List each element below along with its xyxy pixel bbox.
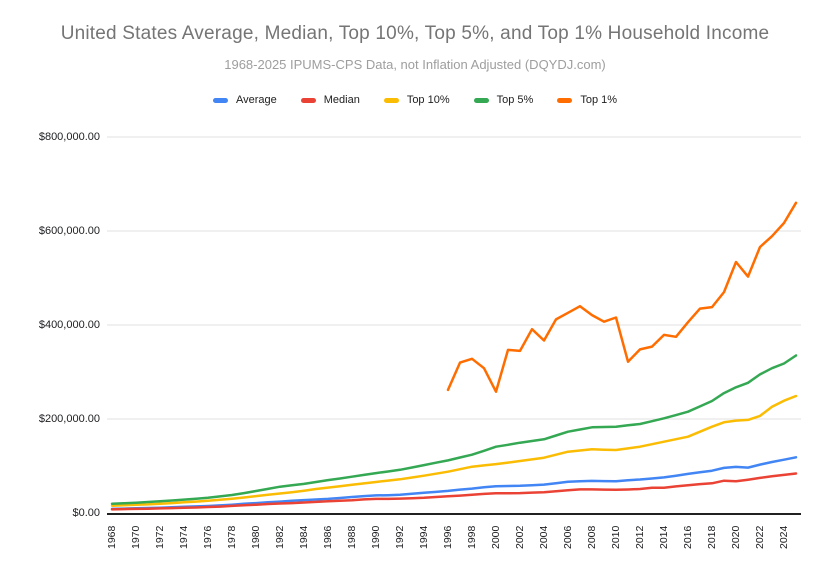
chart-legend: Average Median Top 10% Top 5% Top 1% xyxy=(0,94,830,106)
x-axis-label: 1994 xyxy=(418,525,430,549)
x-axis-label: 1988 xyxy=(346,525,358,549)
series-line-top-1 xyxy=(446,201,798,393)
x-axis-label: 1974 xyxy=(178,525,190,549)
y-axis-label: $200,000.00 xyxy=(38,412,100,425)
x-axis-label: 2008 xyxy=(586,525,598,549)
x-axis-label: 1972 xyxy=(154,525,166,549)
legend-label-median: Median xyxy=(323,94,360,106)
x-axis-label: 2004 xyxy=(538,525,550,549)
y-axis-label: $800,000.00 xyxy=(38,130,100,143)
legend-item-median: Median xyxy=(300,94,360,106)
legend-swatch-top-10-icon xyxy=(383,97,399,103)
x-axis-label: 1970 xyxy=(130,525,142,549)
x-axis-label: 1990 xyxy=(370,525,382,549)
x-axis-label: 1978 xyxy=(226,525,238,549)
legend-item-top-5: Top 5% xyxy=(473,94,534,106)
x-axis-label: 2018 xyxy=(706,525,718,549)
legend-label-top-5: Top 5% xyxy=(496,94,534,106)
x-axis-label: 2010 xyxy=(610,525,622,549)
series-line-top-10 xyxy=(110,394,798,507)
y-axis-label: $600,000.00 xyxy=(38,224,100,237)
legend-label-top-1: Top 1% xyxy=(580,94,618,106)
legend-swatch-median-icon xyxy=(300,97,316,103)
chart-title: United States Average, Median, Top 10%, … xyxy=(60,23,770,44)
x-axis-label: 2000 xyxy=(490,525,502,549)
x-axis-label: 1968 xyxy=(106,525,118,549)
legend-label-top-10: Top 10% xyxy=(406,94,450,106)
x-axis-label: 2024 xyxy=(778,525,790,549)
x-axis-label: 2014 xyxy=(658,525,670,549)
legend-swatch-top-1-icon xyxy=(557,97,573,103)
x-axis-label: 1998 xyxy=(466,525,478,549)
legend-swatch-top-5-icon xyxy=(473,97,489,103)
x-axis-label: 1996 xyxy=(442,525,454,549)
y-axis-label: $400,000.00 xyxy=(38,318,100,331)
legend-item-top-1: Top 1% xyxy=(557,94,617,106)
x-axis-label: 2006 xyxy=(562,525,574,549)
x-axis-label: 1982 xyxy=(274,525,286,549)
x-axis-label: 1980 xyxy=(250,525,262,549)
series-line-top-5 xyxy=(110,354,798,506)
x-axis-label: 1976 xyxy=(202,525,214,549)
x-axis-label: 1986 xyxy=(322,525,334,549)
x-axis-label: 2016 xyxy=(682,525,694,549)
x-axis-label: 2020 xyxy=(730,525,742,549)
x-axis-label: 2012 xyxy=(634,525,646,549)
chart-subtitle: 1968-2025 IPUMS-CPS Data, not Inflation … xyxy=(224,57,606,72)
legend-item-top-10: Top 10% xyxy=(383,94,450,106)
legend-label-average: Average xyxy=(235,94,277,106)
legend-item-average: Average xyxy=(212,94,277,106)
x-axis-label: 1992 xyxy=(394,525,406,549)
x-axis-label: 2002 xyxy=(514,525,526,549)
legend-swatch-average-icon xyxy=(212,97,228,103)
x-axis-label: 1984 xyxy=(298,525,310,549)
x-axis-label: 2022 xyxy=(754,525,766,549)
series-line-median xyxy=(110,472,798,511)
y-axis-label: $0.00 xyxy=(72,506,100,519)
